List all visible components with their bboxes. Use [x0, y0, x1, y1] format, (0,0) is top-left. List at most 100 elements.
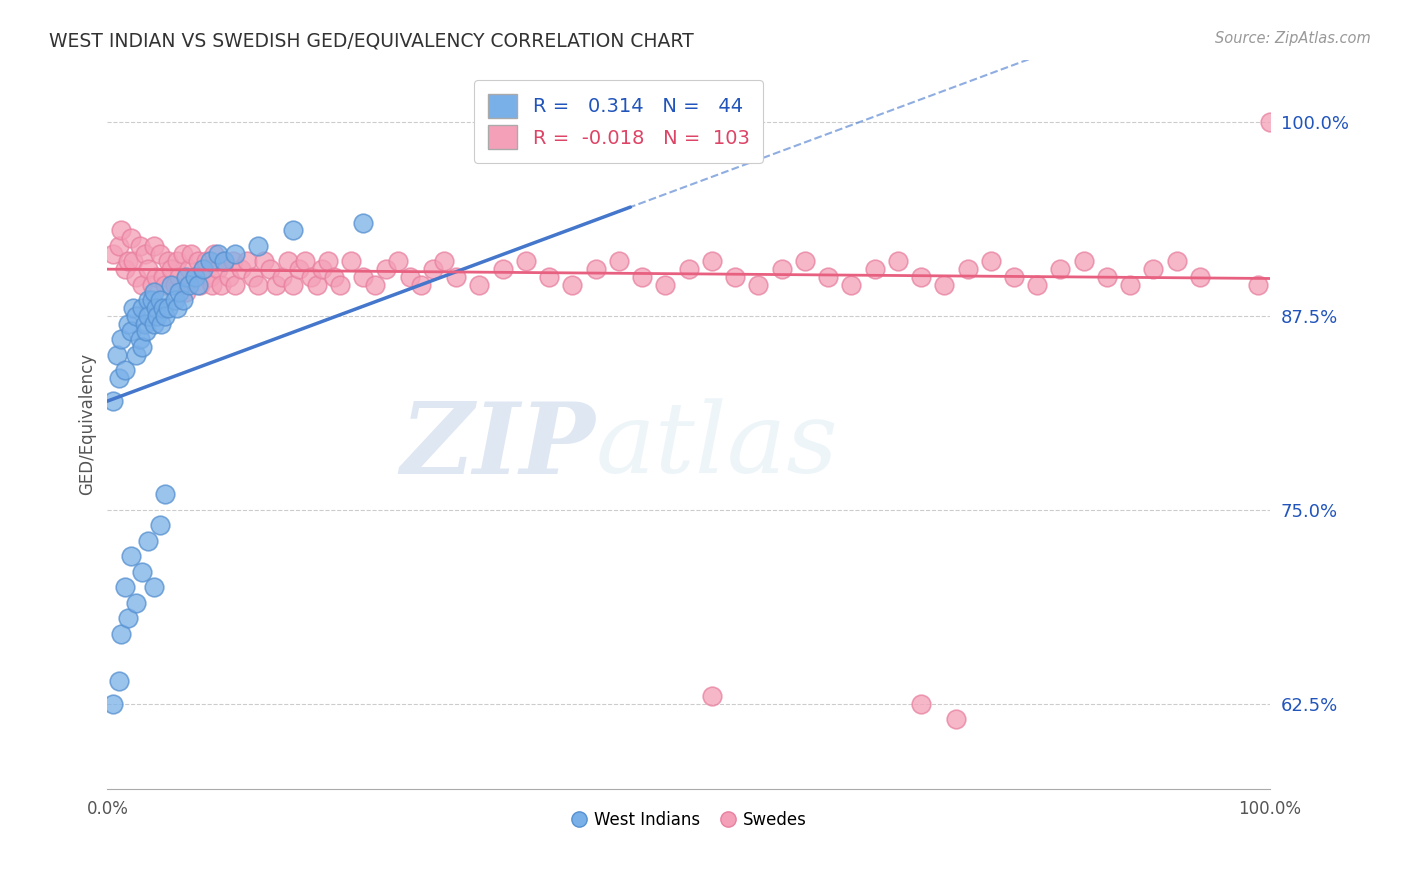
Point [283, 223, 305, 237]
Point [117, 317, 139, 331]
Point [125, 347, 148, 361]
Point [114, 581, 136, 595]
Point [352, 269, 374, 284]
Text: WEST INDIAN VS SWEDISH GED/EQUIVALENCY CORRELATION CHART: WEST INDIAN VS SWEDISH GED/EQUIVALENCY C… [49, 31, 695, 50]
Point [177, 277, 200, 292]
Point [134, 317, 156, 331]
Point [103, 697, 125, 711]
Point [253, 254, 276, 268]
Point [108, 371, 131, 385]
Point [247, 277, 270, 292]
Point [142, 285, 165, 300]
Point [202, 246, 225, 260]
Point [422, 262, 444, 277]
Point [956, 262, 979, 277]
Point [136, 262, 159, 277]
Point [180, 246, 202, 260]
Point [191, 262, 214, 277]
Point [155, 487, 177, 501]
Point [122, 254, 145, 268]
Point [259, 262, 281, 277]
Point [607, 254, 630, 268]
Point [305, 277, 328, 292]
Point [288, 262, 311, 277]
Point [195, 254, 218, 268]
Point [700, 254, 723, 268]
Point [166, 254, 188, 268]
Point [1002, 269, 1025, 284]
Point [198, 254, 221, 268]
Point [224, 246, 246, 260]
Point [108, 673, 131, 688]
Point [1073, 254, 1095, 268]
Point [156, 254, 179, 268]
Point [120, 549, 142, 564]
Point [980, 254, 1002, 268]
Text: Source: ZipAtlas.com: Source: ZipAtlas.com [1215, 31, 1371, 46]
Point [125, 269, 148, 284]
Point [163, 277, 186, 292]
Point [155, 277, 177, 292]
Point [770, 262, 793, 277]
Point [491, 262, 513, 277]
Point [340, 254, 363, 268]
Point [122, 301, 145, 315]
Point [183, 269, 205, 284]
Point [110, 223, 132, 237]
Point [364, 277, 387, 292]
Point [222, 254, 245, 268]
Point [131, 277, 153, 292]
Point [190, 277, 212, 292]
Point [283, 277, 305, 292]
Point [863, 262, 886, 277]
Point [1026, 277, 1049, 292]
Point [242, 269, 264, 284]
Point [724, 269, 747, 284]
Point [114, 363, 136, 377]
Point [129, 332, 152, 346]
Point [108, 239, 131, 253]
Point [131, 301, 153, 315]
Point [270, 269, 292, 284]
Point [218, 269, 240, 284]
Point [152, 269, 174, 284]
Point [198, 269, 221, 284]
Point [103, 246, 125, 260]
Point [172, 246, 194, 260]
Point [142, 239, 165, 253]
Point [134, 246, 156, 260]
Point [156, 301, 179, 315]
Point [136, 309, 159, 323]
Point [910, 269, 932, 284]
Point [149, 518, 172, 533]
Point [264, 277, 287, 292]
Point [166, 301, 188, 315]
Point [411, 277, 433, 292]
Point [323, 269, 346, 284]
Point [887, 254, 910, 268]
Y-axis label: GED/Equivalency: GED/Equivalency [79, 353, 96, 495]
Point [117, 611, 139, 625]
Point [1188, 269, 1211, 284]
Point [1258, 114, 1281, 128]
Point [294, 254, 316, 268]
Point [187, 254, 209, 268]
Point [160, 262, 183, 277]
Point [839, 277, 862, 292]
Point [191, 262, 214, 277]
Point [117, 254, 139, 268]
Point [299, 269, 322, 284]
Point [311, 262, 333, 277]
Point [177, 262, 200, 277]
Point [433, 254, 456, 268]
Point [700, 689, 723, 703]
Point [515, 254, 537, 268]
Point [207, 262, 229, 277]
Point [146, 309, 169, 323]
Point [747, 277, 769, 292]
Point [1142, 262, 1164, 277]
Point [110, 332, 132, 346]
Point [444, 269, 467, 284]
Point [1095, 269, 1118, 284]
Point [236, 254, 259, 268]
